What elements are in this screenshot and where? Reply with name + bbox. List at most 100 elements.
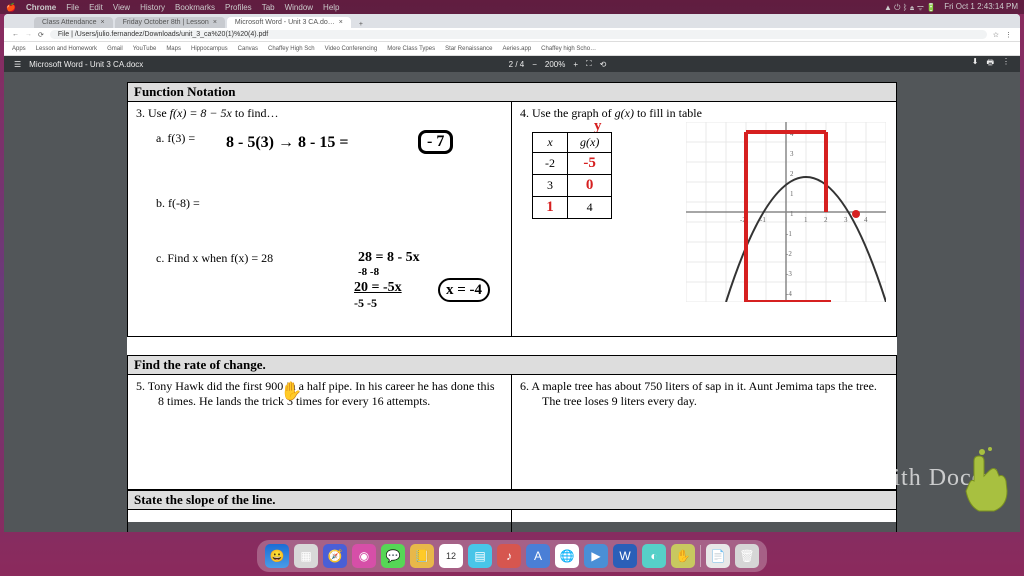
apple-icon[interactable]: 🍎 [6,3,16,12]
handwriting-3a-answer: - 7 [418,130,453,154]
svg-text:1: 1 [790,210,794,218]
menu-help[interactable]: Help [323,3,339,12]
handwriting-3c-line3: 20 = -5x [354,280,402,296]
bookmark-item[interactable]: Lesson and Homework [36,46,97,52]
address-bar-row: ← → ⟳ File | /Users/julio.fernandez/Down… [4,28,1020,42]
rotate-icon[interactable]: ⟲ [600,60,607,69]
menu-history[interactable]: History [140,3,165,12]
menubar-clock[interactable]: Fri Oct 1 2:43:14 PM [944,2,1018,13]
bookmarks-bar: Apps Lesson and Homework Gmail YouTube M… [4,42,1020,56]
handwriting-3c-answer: x = -4 [438,282,490,299]
star-icon[interactable]: ☆ [993,31,999,39]
section-rate-of-change: Find the rate of change. [127,355,897,375]
new-tab-icon[interactable]: + [353,21,369,28]
menu-view[interactable]: View [113,3,130,12]
svg-text:2: 2 [790,170,794,178]
menu-tab[interactable]: Tab [262,3,275,12]
worksheet-page: Function Notation 3. Use f(x) = 8 − 5x t… [127,82,897,522]
bookmark-item[interactable]: Gmail [107,46,123,52]
dock-doceri-icon[interactable]: ✋ [671,544,695,568]
status-icons[interactable]: ▲ ⏻ ᛒ ⏏ ᯤ 🔋 [884,2,936,13]
bookmark-item[interactable]: Canvas [238,46,258,52]
reload-icon[interactable]: ⟳ [38,31,44,39]
handwriting-3a-work: 8 - 5(3) → 8 - 15 = [226,134,348,152]
dock-music-icon[interactable]: ♪ [497,544,521,568]
dock-word-icon[interactable]: W [613,544,637,568]
bookmark-item[interactable]: More Class Types [387,46,435,52]
dock-calendar-icon[interactable]: 12 [439,544,463,568]
menu-icon[interactable]: ☰ [14,60,21,69]
menubar-app[interactable]: Chrome [26,3,56,12]
bookmark-item[interactable]: Hippocampus [191,46,228,52]
menu-profiles[interactable]: Profiles [225,3,252,12]
svg-text:-2: -2 [786,250,792,258]
close-icon[interactable]: × [339,19,343,26]
tab-1[interactable]: Class Attendance× [34,17,113,28]
dock-messages-icon[interactable]: 💬 [381,544,405,568]
table-ans-r3x: 1 [546,199,554,215]
problem-4: 4. Use the graph of g(x) to fill in tabl… [512,102,896,336]
dock-trash-icon[interactable]: 🗑 [735,544,759,568]
menu-window[interactable]: Window [285,3,313,12]
menu-bookmarks[interactable]: Bookmarks [175,3,215,12]
svg-text:-3: -3 [786,270,792,278]
dock-zoom-icon[interactable]: ▶ [584,544,608,568]
extensions-icon[interactable]: ⋮ [1005,31,1012,39]
tab-2[interactable]: Friday October 8th | Lesson× [115,17,225,28]
handwriting-3c-line2: -8 -8 [358,266,379,278]
dock-app-icon[interactable]: 📒 [410,544,434,568]
dock-finder-icon[interactable]: 😀 [265,544,289,568]
dock-appstore-icon[interactable]: A [526,544,550,568]
nav-forward-icon[interactable]: → [25,31,32,38]
page-indicator[interactable]: 2 / 4 [509,60,525,69]
bookmark-item[interactable]: Apps [12,46,26,52]
svg-text:3: 3 [844,216,848,224]
section-function-notation: Function Notation [127,82,897,102]
pointer-cursor-icon: ✋ [280,381,302,402]
dock-chrome-icon[interactable]: 🌐 [555,544,579,568]
table-ans-r2: 0 [586,177,594,193]
close-icon[interactable]: × [100,19,104,26]
graph-gx: 1 1 2 3 4 -1 -2 1 2 3 4 -1 -2 [686,122,886,302]
menu-file[interactable]: File [66,3,79,12]
pdf-toolbar: ☰ Microsoft Word - Unit 3 CA.docx 2 / 4 … [4,56,1020,72]
bookmark-item[interactable]: Chaffey high Scho… [541,46,596,52]
bookmark-item[interactable]: Chaffey High Sch [268,46,315,52]
macos-dock: 😀 ▦ 🧭 ◉ 💬 📒 12 ▤ ♪ A 🌐 ▶ W ◐ ✋ 📄 🗑 [257,540,767,572]
bookmark-item[interactable]: YouTube [133,46,157,52]
gx-table: xg(x) -2-5 30 14 [532,132,612,219]
dock-podcasts-icon[interactable]: ◉ [352,544,376,568]
address-input[interactable]: File | /Users/julio.fernandez/Downloads/… [50,30,987,39]
dock-launchpad-icon[interactable]: ▦ [294,544,318,568]
doceri-hand-icon [954,446,1014,516]
dock-app3-icon[interactable]: ◐ [642,544,666,568]
bookmark-item[interactable]: Star Renaissance [445,46,492,52]
bookmark-item[interactable]: Maps [166,46,181,52]
zoom-level[interactable]: 200% [545,60,565,69]
close-icon[interactable]: × [213,19,217,26]
menu-edit[interactable]: Edit [89,3,103,12]
handwriting-3c-line3b: -5 -5 [354,296,377,311]
svg-text:4: 4 [864,216,868,224]
svg-text:2: 2 [824,216,828,224]
dock-app2-icon[interactable]: ▤ [468,544,492,568]
svg-text:1: 1 [790,190,794,198]
fit-icon[interactable]: ⛶ [586,59,592,69]
nav-back-icon[interactable]: ← [12,31,19,38]
q3b-label: b. f(-8) = [156,196,200,210]
bookmark-item[interactable]: Aeries.app [502,46,531,52]
q3a-label: a. f(3) = [156,131,195,145]
pdf-viewport[interactable]: Function Notation 3. Use f(x) = 8 − 5x t… [4,72,1020,532]
zoom-out-icon[interactable]: − [532,60,537,69]
dock-safari-icon[interactable]: 🧭 [323,544,347,568]
section-slope: State the slope of the line. [127,490,897,510]
print-icon[interactable]: 🖶 [986,57,994,71]
bookmark-item[interactable]: Video Conferencing [325,46,378,52]
download-icon[interactable]: ⬇ [972,57,979,71]
dock-separator [700,545,701,567]
problem-5: 5. Tony Hawk did the first 900 in a half… [128,375,512,489]
more-icon[interactable]: ⋮ [1002,57,1010,71]
zoom-in-icon[interactable]: + [573,60,578,69]
dock-downloads-icon[interactable]: 📄 [706,544,730,568]
tab-3-active[interactable]: Microsoft Word - Unit 3 CA.do…× [227,17,351,28]
